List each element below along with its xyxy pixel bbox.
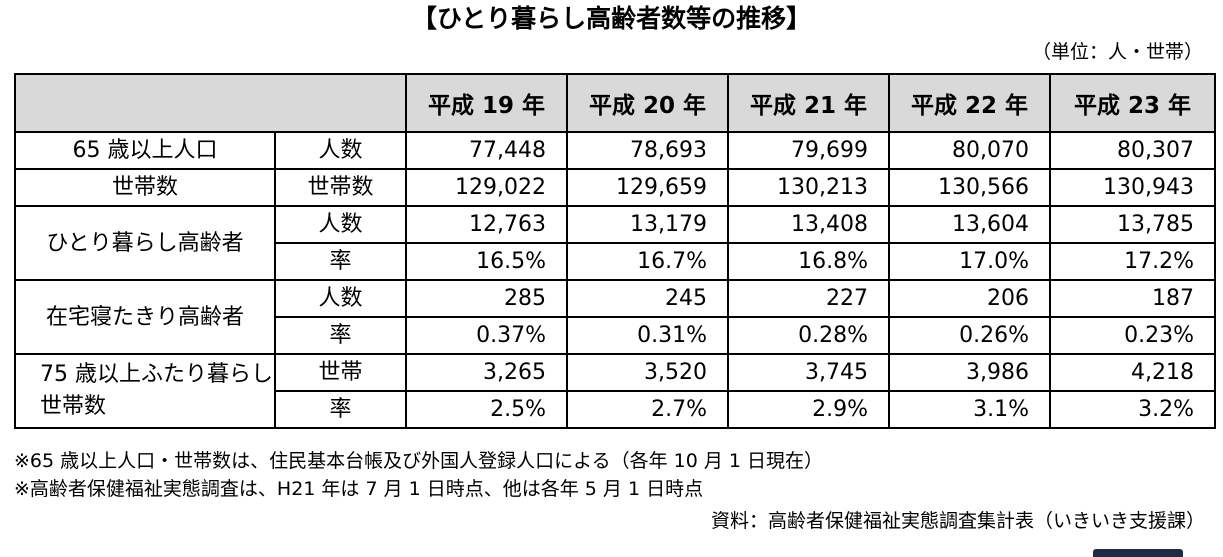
cell-value: 129,022: [405, 168, 568, 207]
row-sublabel: 率: [274, 316, 407, 355]
cell-value: 16.5%: [405, 242, 568, 281]
cell-value: 3,745: [727, 353, 890, 392]
cell-value: 0.31%: [566, 316, 729, 355]
row-sublabel: 世帯数: [274, 168, 407, 207]
source-note: 資料：高齢者保健福祉実態調査集計表（いきいき支援課）: [710, 510, 1205, 532]
cell-value: 80,307: [1049, 131, 1216, 170]
cell-value: 130,943: [1049, 168, 1216, 207]
row-label: ひとり暮らし高齢者: [14, 205, 276, 281]
elderly-statistics-table: 平成 19 年 平成 20 年 平成 21 年 平成 22 年 平成 23 年 …: [14, 73, 1216, 429]
window-corner-decoration: [1093, 549, 1183, 557]
footnotes: ※65 歳以上人口・世帯数は、住民基本台帳及び外国人登録人口による（各年 10 …: [14, 447, 823, 503]
cell-value: 2.9%: [727, 390, 890, 429]
row-sublabel: 世帯: [274, 353, 407, 392]
row-label: 在宅寝たきり高齢者: [14, 279, 276, 355]
cell-value: 130,213: [727, 168, 890, 207]
cell-value: 3,265: [405, 353, 568, 392]
cell-value: 13,604: [888, 205, 1051, 244]
table-row: 世帯数 世帯数 129,022 129,659 130,213 130,566 …: [14, 168, 1216, 207]
cell-value: 285: [405, 279, 568, 318]
cell-value: 187: [1049, 279, 1216, 318]
cell-value: 3,520: [566, 353, 729, 392]
cell-value: 17.2%: [1049, 242, 1216, 281]
table-row: 75 歳以上ふたり暮らし世帯数 世帯 3,265 3,520 3,745 3,9…: [14, 353, 1216, 429]
row-sublabel: 人数: [274, 279, 407, 318]
cell-value: 0.23%: [1049, 316, 1216, 355]
row-sublabel: 率: [274, 242, 407, 281]
row-label: 65 歳以上人口: [14, 131, 276, 170]
cell-value: 3.2%: [1049, 390, 1216, 429]
table-row: 在宅寝たきり高齢者 人数 285 245 227 206 187: [14, 279, 1216, 355]
cell-value: 227: [727, 279, 890, 318]
cell-value: 12,763: [405, 205, 568, 244]
header-year: 平成 19 年: [405, 73, 568, 133]
cell-value: 130,566: [888, 168, 1051, 207]
header-blank-cell: [14, 73, 407, 133]
table-header-row: 平成 19 年 平成 20 年 平成 21 年 平成 22 年 平成 23 年: [14, 73, 1216, 133]
cell-value: 80,070: [888, 131, 1051, 170]
cell-value: 16.8%: [727, 242, 890, 281]
cell-value: 77,448: [405, 131, 568, 170]
cell-value: 129,659: [566, 168, 729, 207]
cell-value: 0.28%: [727, 316, 890, 355]
cell-value: 4,218: [1049, 353, 1216, 392]
cell-value: 13,408: [727, 205, 890, 244]
cell-value: 0.37%: [405, 316, 568, 355]
unit-label: （単位：人・世帯）: [1031, 41, 1203, 63]
cell-value: 2.5%: [405, 390, 568, 429]
cell-value: 13,785: [1049, 205, 1216, 244]
cell-value: 2.7%: [566, 390, 729, 429]
cell-value: 3.1%: [888, 390, 1051, 429]
cell-value: 0.26%: [888, 316, 1051, 355]
row-sublabel: 人数: [274, 131, 407, 170]
cell-value: 17.0%: [888, 242, 1051, 281]
header-year: 平成 23 年: [1049, 73, 1216, 133]
cell-value: 206: [888, 279, 1051, 318]
row-label: 75 歳以上ふたり暮らし世帯数: [14, 353, 276, 429]
cell-value: 13,179: [566, 205, 729, 244]
header-year: 平成 20 年: [566, 73, 729, 133]
row-sublabel: 率: [274, 390, 407, 429]
table-row: 率 0.37% 0.31% 0.28% 0.26% 0.23%: [15, 316, 1216, 355]
header-year: 平成 22 年: [888, 73, 1051, 133]
header-year: 平成 21 年: [727, 73, 890, 133]
table-row: 率 16.5% 16.7% 16.8% 17.0% 17.2%: [15, 242, 1216, 281]
footnote: ※高齢者保健福祉実態調査は、H21 年は 7 月 1 日時点、他は各年 5 月 …: [14, 478, 704, 500]
page-title: 【ひとり暮らし高齢者数等の推移】: [411, 4, 812, 33]
cell-value: 16.7%: [566, 242, 729, 281]
cell-value: 79,699: [727, 131, 890, 170]
row-sublabel: 人数: [274, 205, 407, 244]
cell-value: 245: [566, 279, 729, 318]
table-row: 65 歳以上人口 人数 77,448 78,693 79,699 80,070 …: [14, 131, 1216, 170]
row-label: 世帯数: [14, 168, 276, 207]
footnote: ※65 歳以上人口・世帯数は、住民基本台帳及び外国人登録人口による（各年 10 …: [14, 450, 823, 472]
table-row: ひとり暮らし高齢者 人数 12,763 13,179 13,408 13,604…: [14, 205, 1216, 281]
table-row: 率 2.5% 2.7% 2.9% 3.1% 3.2%: [15, 390, 1216, 429]
cell-value: 78,693: [566, 131, 729, 170]
cell-value: 3,986: [888, 353, 1051, 392]
